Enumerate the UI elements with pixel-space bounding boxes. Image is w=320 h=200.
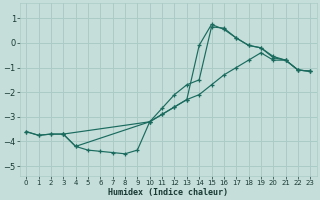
X-axis label: Humidex (Indice chaleur): Humidex (Indice chaleur) — [108, 188, 228, 197]
